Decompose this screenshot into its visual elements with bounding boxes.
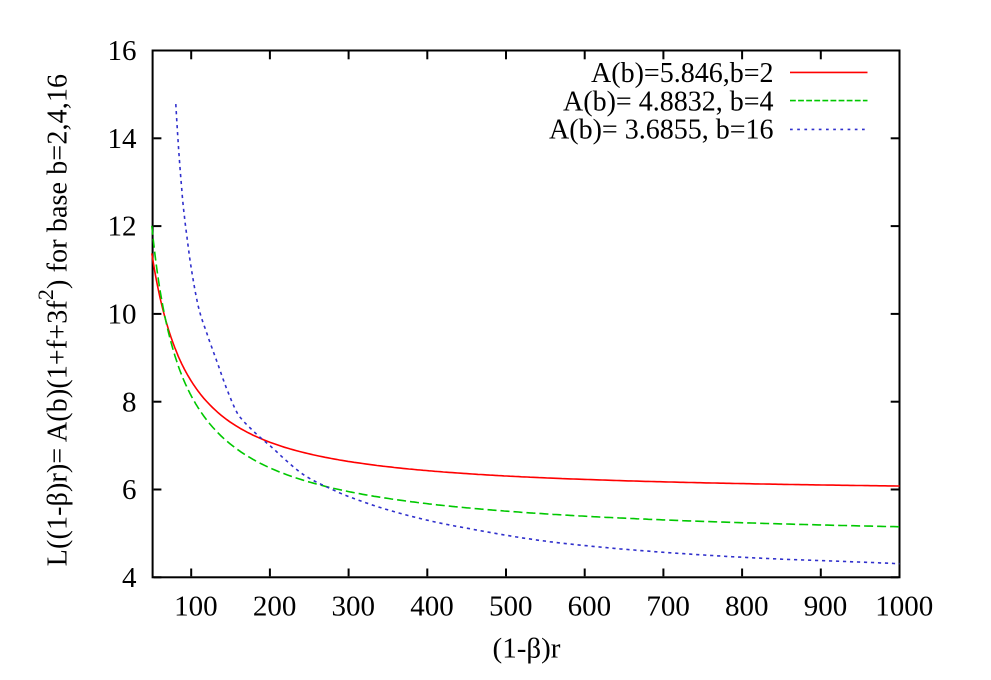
svg-text:6: 6 — [122, 474, 137, 506]
svg-text:A(b)= 4.8832, b=4: A(b)= 4.8832, b=4 — [563, 86, 773, 117]
svg-text:300: 300 — [332, 591, 376, 623]
svg-text:12: 12 — [108, 211, 137, 243]
svg-text:400: 400 — [410, 591, 454, 623]
svg-text:1000: 1000 — [875, 591, 933, 623]
svg-text:800: 800 — [725, 591, 769, 623]
svg-text:16: 16 — [108, 35, 137, 67]
svg-text:200: 200 — [253, 591, 297, 623]
svg-text:500: 500 — [489, 591, 533, 623]
svg-text:14: 14 — [108, 123, 138, 155]
svg-text:A(b)=5.846,b=2: A(b)=5.846,b=2 — [591, 58, 773, 89]
svg-text:700: 700 — [646, 591, 690, 623]
svg-text:900: 900 — [804, 591, 848, 623]
svg-text:4: 4 — [122, 562, 137, 594]
svg-text:10: 10 — [108, 299, 137, 331]
svg-text:600: 600 — [568, 591, 612, 623]
svg-text:8: 8 — [122, 386, 137, 418]
svg-text:A(b)= 3.6855, b=16: A(b)= 3.6855, b=16 — [549, 115, 773, 146]
svg-text:(1-β)r: (1-β)r — [493, 633, 561, 665]
svg-text:100: 100 — [174, 591, 218, 623]
